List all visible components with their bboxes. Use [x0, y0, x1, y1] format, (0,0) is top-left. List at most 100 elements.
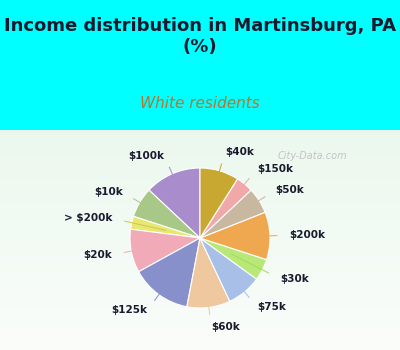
Bar [0, 348, 400, 350]
Wedge shape [200, 190, 265, 238]
Wedge shape [200, 238, 266, 279]
Bar [0, 297, 400, 299]
Wedge shape [149, 168, 200, 238]
Bar [0, 299, 400, 301]
Text: City-Data.com: City-Data.com [277, 151, 347, 161]
Bar [0, 231, 400, 233]
Wedge shape [139, 238, 200, 307]
Bar [0, 143, 400, 145]
Bar [0, 257, 400, 260]
Text: $30k: $30k [280, 274, 308, 284]
Bar [0, 319, 400, 321]
Bar [0, 149, 400, 152]
Bar [0, 337, 400, 339]
Bar [0, 158, 400, 160]
Text: Income distribution in Martinsburg, PA
(%): Income distribution in Martinsburg, PA (… [4, 17, 396, 56]
Bar [0, 313, 400, 315]
Text: $40k: $40k [225, 147, 254, 157]
Bar [0, 290, 400, 293]
Text: $60k: $60k [211, 322, 240, 332]
Text: White residents: White residents [140, 96, 260, 111]
Bar [0, 180, 400, 182]
Bar [0, 169, 400, 171]
Text: $125k: $125k [111, 306, 147, 315]
Bar [0, 220, 400, 222]
Bar [0, 268, 400, 271]
Bar [0, 194, 400, 196]
Bar [0, 326, 400, 328]
Bar [0, 321, 400, 323]
Bar [0, 308, 400, 310]
Text: $200k: $200k [290, 230, 326, 240]
Wedge shape [130, 229, 200, 272]
Bar [0, 323, 400, 326]
Bar [0, 240, 400, 242]
Bar [0, 147, 400, 149]
Text: $50k: $50k [276, 185, 304, 195]
Bar [0, 191, 400, 194]
Bar [0, 345, 400, 348]
Bar [0, 172, 400, 174]
Bar [0, 218, 400, 220]
Bar [0, 132, 400, 134]
Bar [0, 286, 400, 288]
Bar [0, 260, 400, 262]
Bar [0, 174, 400, 176]
Bar [0, 229, 400, 231]
Text: > $200k: > $200k [64, 214, 112, 223]
Bar [0, 264, 400, 266]
Bar [0, 154, 400, 156]
Wedge shape [200, 179, 251, 238]
Text: $100k: $100k [128, 151, 164, 161]
Bar [0, 293, 400, 295]
Bar [0, 187, 400, 189]
Bar [0, 209, 400, 211]
Bar [0, 335, 400, 337]
Bar [0, 301, 400, 304]
Bar [0, 328, 400, 330]
Bar [0, 233, 400, 235]
Text: $10k: $10k [94, 187, 123, 197]
Bar [0, 266, 400, 268]
Bar [0, 282, 400, 284]
Text: $150k: $150k [257, 164, 293, 174]
Bar [0, 332, 400, 335]
Bar [0, 317, 400, 319]
Bar [0, 246, 400, 248]
Wedge shape [187, 238, 230, 308]
Bar [0, 138, 400, 140]
Bar [0, 198, 400, 200]
Bar [0, 185, 400, 187]
Bar [0, 189, 400, 191]
Bar [0, 176, 400, 178]
Bar [0, 211, 400, 213]
Bar [0, 216, 400, 218]
Bar [0, 277, 400, 279]
Bar [0, 275, 400, 277]
Bar [0, 242, 400, 244]
Bar [0, 206, 400, 209]
Wedge shape [134, 190, 200, 238]
Bar [0, 213, 400, 216]
Bar [0, 273, 400, 275]
Bar [0, 244, 400, 246]
Bar [0, 235, 400, 238]
Bar [0, 253, 400, 255]
Bar [0, 330, 400, 332]
Bar [0, 156, 400, 158]
Bar [0, 238, 400, 240]
Bar [0, 271, 400, 273]
Bar [0, 226, 400, 229]
Bar [0, 167, 400, 169]
Bar [0, 160, 400, 162]
Bar [0, 200, 400, 202]
Wedge shape [130, 216, 200, 238]
Bar [0, 134, 400, 136]
Bar [0, 165, 400, 167]
Bar [0, 224, 400, 226]
Bar [0, 202, 400, 204]
Bar [0, 279, 400, 282]
Bar [0, 152, 400, 154]
Bar [0, 288, 400, 290]
Bar [0, 251, 400, 253]
